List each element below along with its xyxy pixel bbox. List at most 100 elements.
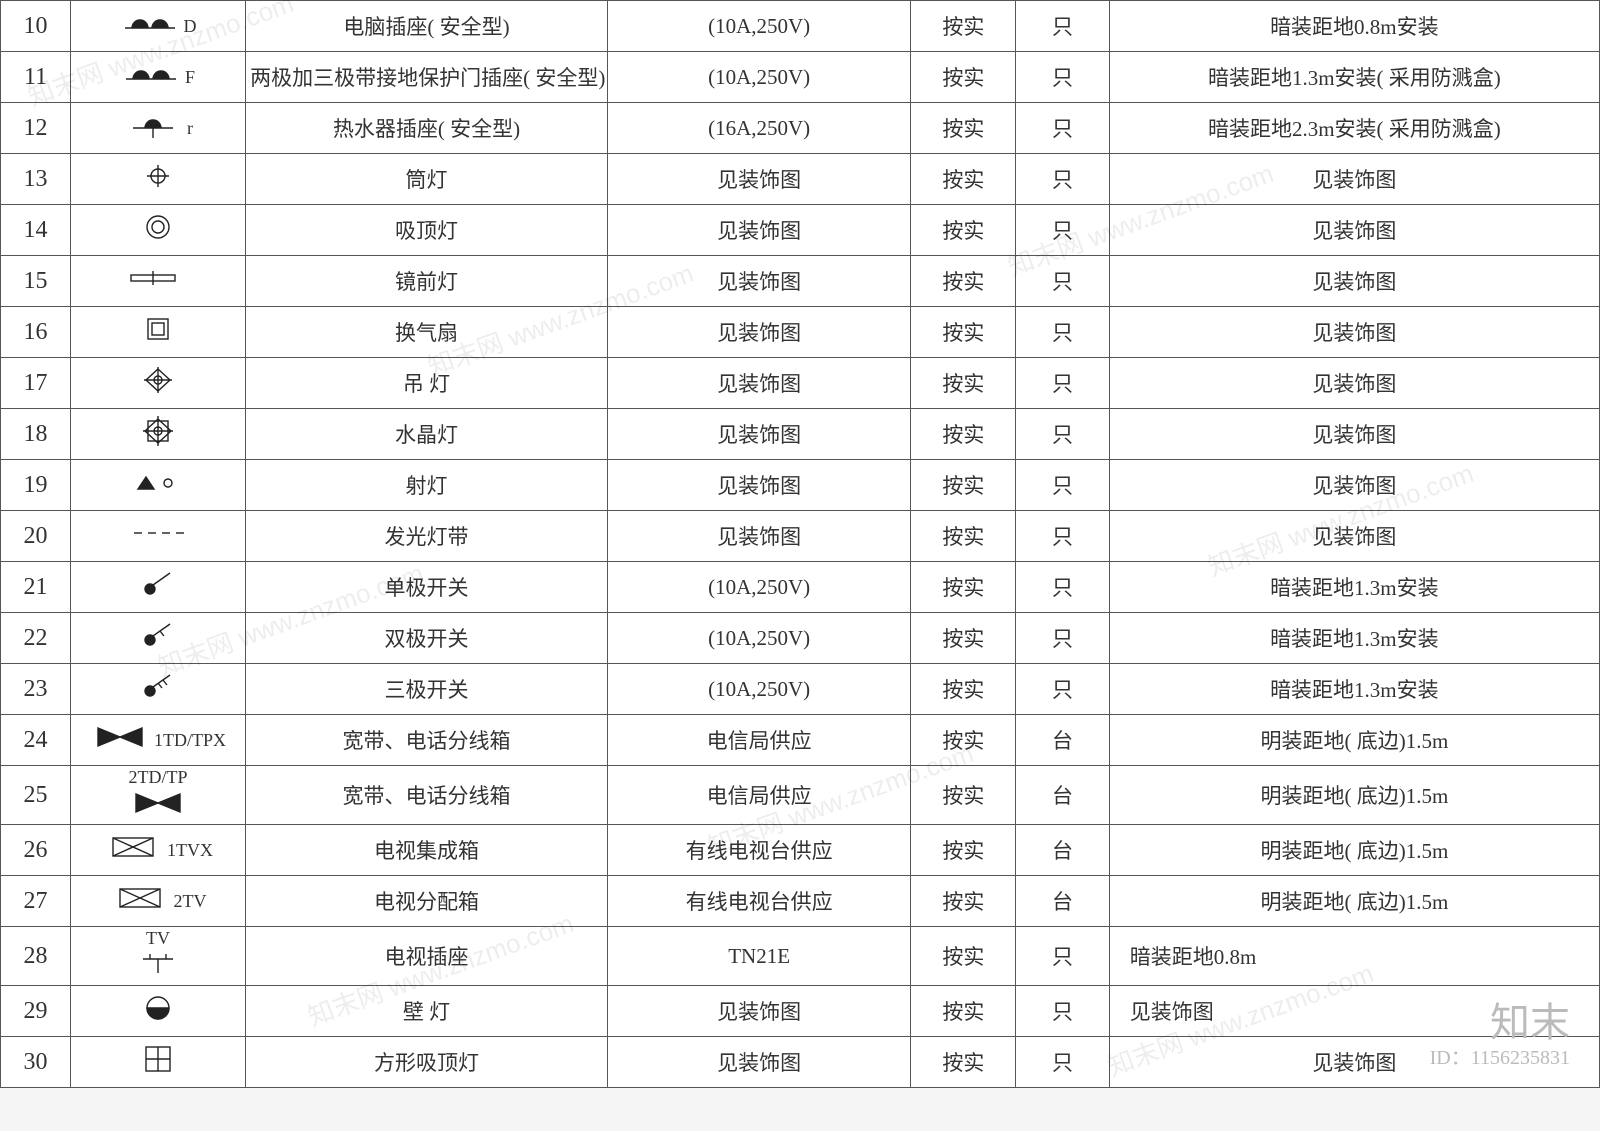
row-spec: (10A,250V) (607, 562, 910, 613)
row-name: 单极开关 (246, 562, 608, 613)
row-spec: 见装饰图 (607, 205, 910, 256)
row-note: 见装饰图 (1109, 1037, 1599, 1088)
row-note: 见装饰图 (1109, 409, 1599, 460)
row-number: 14 (1, 205, 71, 256)
row-spec: 见装饰图 (607, 511, 910, 562)
row-name: 三极开关 (246, 664, 608, 715)
symbol-icon (90, 722, 150, 758)
row-name: 镜前灯 (246, 256, 608, 307)
symbol-icon (128, 365, 188, 401)
symbol-icon (123, 263, 193, 299)
row-symbol (71, 1037, 246, 1088)
row-note: 暗装距地1.3m安装 (1109, 613, 1599, 664)
symbol-icon (128, 788, 188, 824)
row-spec: (10A,250V) (607, 613, 910, 664)
row-symbol: 1TVX (71, 825, 246, 876)
row-symbol (71, 460, 246, 511)
row-symbol (71, 511, 246, 562)
row-note: 暗装距地0.8m安装 (1109, 1, 1599, 52)
row-name: 筒灯 (246, 154, 608, 205)
symbol-icon (128, 467, 188, 503)
table-row: 21单极开关(10A,250V)按实只暗装距地1.3m安装 (1, 562, 1600, 613)
row-note: 暗装距地1.3m安装( 采用防溅盒) (1109, 52, 1599, 103)
row-unit: 台 (1016, 876, 1109, 927)
row-number: 18 (1, 409, 71, 460)
row-qty: 按实 (911, 825, 1016, 876)
symbol-label: 1TVX (167, 840, 213, 861)
row-symbol (71, 562, 246, 613)
row-qty: 按实 (911, 460, 1016, 511)
row-name: 换气扇 (246, 307, 608, 358)
row-qty: 按实 (911, 766, 1016, 825)
row-spec: 见装饰图 (607, 358, 910, 409)
table-row: 17吊 灯见装饰图按实只见装饰图 (1, 358, 1600, 409)
table-row: 22双极开关(10A,250V)按实只暗装距地1.3m安装 (1, 613, 1600, 664)
row-unit: 只 (1016, 460, 1109, 511)
row-spec: 见装饰图 (607, 154, 910, 205)
legend-table: 10D电脑插座( 安全型)(10A,250V)按实只暗装距地0.8m安装11F两… (0, 0, 1600, 1088)
row-number: 24 (1, 715, 71, 766)
row-note: 见装饰图 (1109, 460, 1599, 511)
row-qty: 按实 (911, 664, 1016, 715)
symbol-icon (123, 110, 183, 146)
row-symbol (71, 205, 246, 256)
symbol-icon (128, 671, 188, 707)
row-qty: 按实 (911, 613, 1016, 664)
row-name: 两极加三极带接地保护门插座( 安全型) (246, 52, 608, 103)
row-symbol: r (71, 103, 246, 154)
row-number: 21 (1, 562, 71, 613)
row-number: 10 (1, 1, 71, 52)
row-name: 发光灯带 (246, 511, 608, 562)
row-qty: 按实 (911, 511, 1016, 562)
table-row: 16换气扇见装饰图按实只见装饰图 (1, 307, 1600, 358)
row-qty: 按实 (911, 876, 1016, 927)
row-qty: 按实 (911, 205, 1016, 256)
row-spec: 见装饰图 (607, 1037, 910, 1088)
symbol-icon (120, 8, 180, 44)
row-name: 壁 灯 (246, 986, 608, 1037)
row-unit: 只 (1016, 613, 1109, 664)
row-number: 30 (1, 1037, 71, 1088)
table-row: 18水晶灯见装饰图按实只见装饰图 (1, 409, 1600, 460)
row-unit: 只 (1016, 1037, 1109, 1088)
row-name: 吊 灯 (246, 358, 608, 409)
symbol-label: D (184, 16, 197, 37)
row-unit: 只 (1016, 409, 1109, 460)
row-number: 28 (1, 927, 71, 986)
row-qty: 按实 (911, 307, 1016, 358)
row-name: 电视插座 (246, 927, 608, 986)
row-unit: 只 (1016, 154, 1109, 205)
row-note: 见装饰图 (1109, 511, 1599, 562)
row-spec: (10A,250V) (607, 52, 910, 103)
table-row: 29壁 灯见装饰图按实只见装饰图 (1, 986, 1600, 1037)
row-spec: 电信局供应 (607, 766, 910, 825)
table-row: 20发光灯带见装饰图按实只见装饰图 (1, 511, 1600, 562)
symbol-icon (128, 949, 188, 985)
row-name: 水晶灯 (246, 409, 608, 460)
row-number: 29 (1, 986, 71, 1037)
row-unit: 台 (1016, 825, 1109, 876)
row-symbol (71, 664, 246, 715)
row-name: 电视分配箱 (246, 876, 608, 927)
symbol-icon (128, 993, 188, 1029)
symbol-label: 2TV (174, 891, 207, 912)
row-spec: 见装饰图 (607, 256, 910, 307)
row-name: 电脑插座( 安全型) (246, 1, 608, 52)
row-name: 热水器插座( 安全型) (246, 103, 608, 154)
row-name: 电视集成箱 (246, 825, 608, 876)
row-unit: 只 (1016, 103, 1109, 154)
row-note: 见装饰图 (1109, 154, 1599, 205)
row-symbol (71, 613, 246, 664)
row-note: 暗装距地1.3m安装 (1109, 562, 1599, 613)
row-qty: 按实 (911, 927, 1016, 986)
row-spec: (10A,250V) (607, 664, 910, 715)
row-symbol: D (71, 1, 246, 52)
row-unit: 只 (1016, 307, 1109, 358)
row-name: 宽带、电话分线箱 (246, 715, 608, 766)
symbol-icon (110, 883, 170, 919)
row-number: 23 (1, 664, 71, 715)
table-row: 23三极开关(10A,250V)按实只暗装距地1.3m安装 (1, 664, 1600, 715)
row-spec: 见装饰图 (607, 986, 910, 1037)
row-qty: 按实 (911, 1037, 1016, 1088)
row-symbol (71, 256, 246, 307)
